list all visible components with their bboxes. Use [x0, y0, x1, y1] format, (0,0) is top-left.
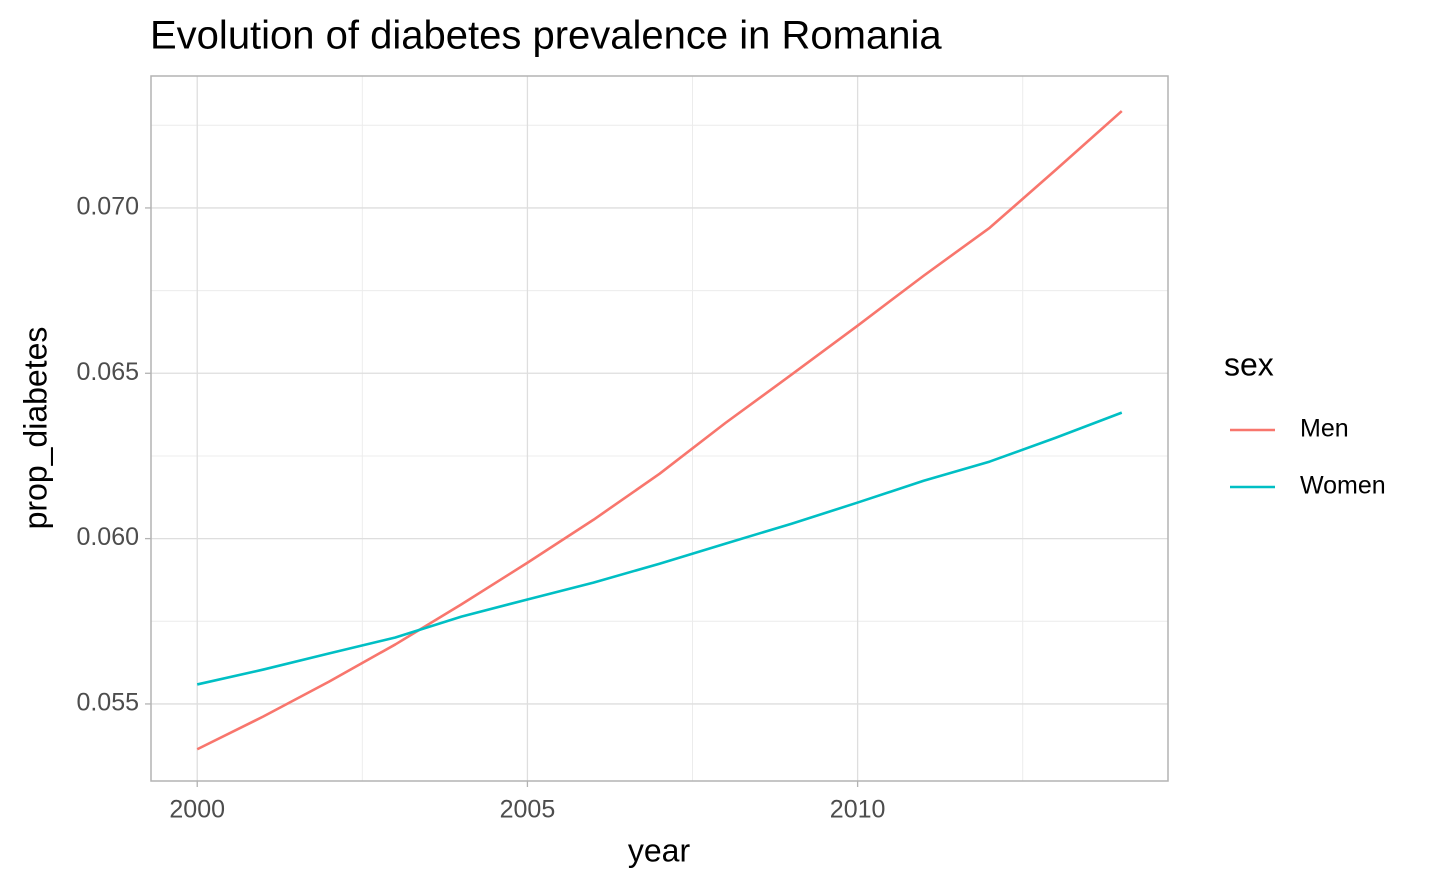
- x-axis-label: year: [628, 832, 691, 868]
- legend-title: sex: [1224, 346, 1274, 382]
- data-line: [196, 110, 1123, 751]
- chart-title: Evolution of diabetes prevalence in Roma…: [150, 14, 942, 58]
- y-axis-label: prop_diabetes: [17, 327, 53, 530]
- legend-label: Men: [1300, 415, 1349, 443]
- data-line: [196, 411, 1123, 686]
- y-tick-label: 0.055: [76, 689, 139, 717]
- x-tick-label: 2000: [169, 796, 225, 824]
- x-tick-label: 2005: [500, 796, 556, 824]
- legend-label: Women: [1300, 472, 1386, 500]
- y-tick-label: 0.060: [76, 523, 139, 551]
- y-tick-label: 0.065: [76, 358, 139, 386]
- y-tick-label: 0.070: [76, 193, 139, 221]
- x-tick-label: 2010: [830, 796, 886, 824]
- panel-border: [150, 75, 1169, 782]
